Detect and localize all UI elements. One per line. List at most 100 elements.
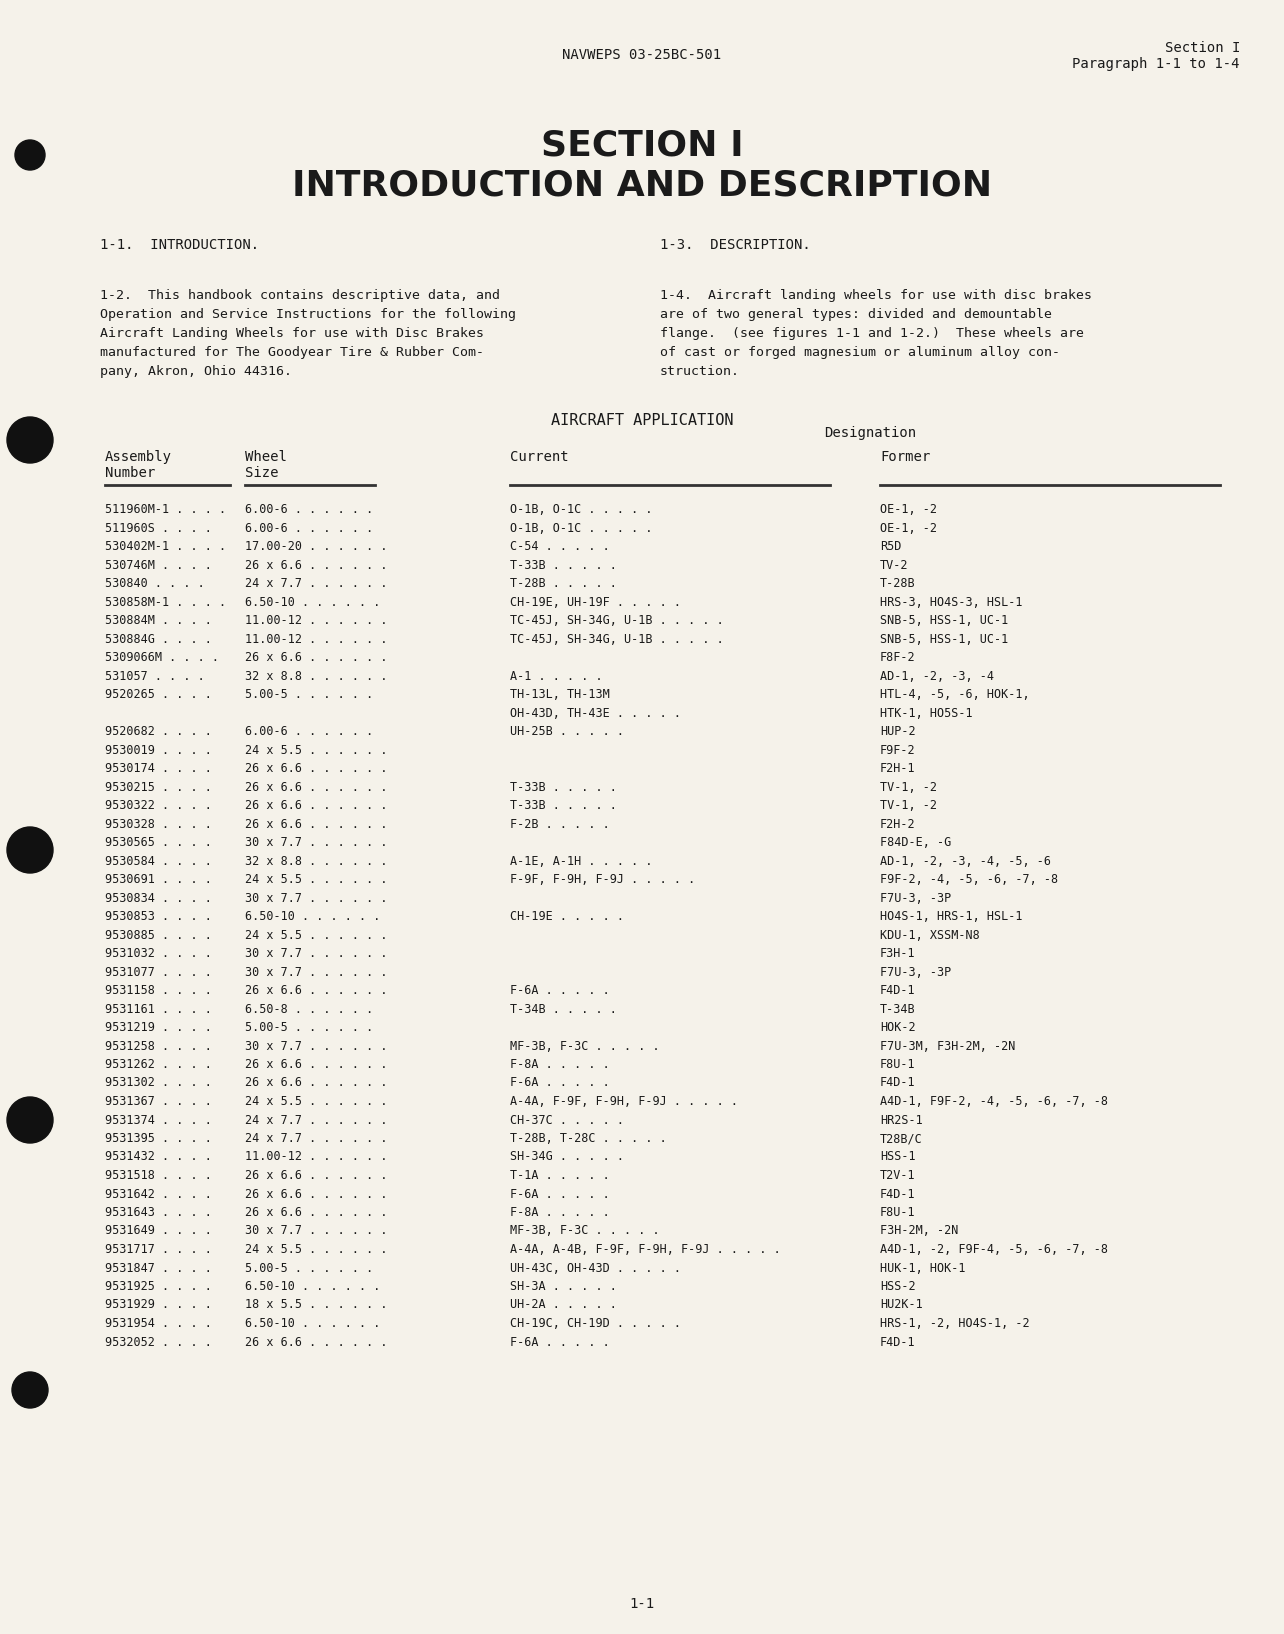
Text: Paragraph 1-1 to 1-4: Paragraph 1-1 to 1-4 <box>1072 57 1240 70</box>
Text: A4D-1, F9F-2, -4, -5, -6, -7, -8: A4D-1, F9F-2, -4, -5, -6, -7, -8 <box>880 1095 1108 1108</box>
Text: flange.  (see figures 1-1 and 1-2.)  These wheels are: flange. (see figures 1-1 and 1-2.) These… <box>660 327 1084 340</box>
Text: 9531518 . . . .: 9531518 . . . . <box>105 1168 220 1181</box>
Circle shape <box>6 827 53 873</box>
Text: 9531158 . . . .: 9531158 . . . . <box>105 984 220 997</box>
Text: 26 x 6.6 . . . . . .: 26 x 6.6 . . . . . . <box>245 1188 388 1201</box>
Text: T-34B . . . . .: T-34B . . . . . <box>510 1003 616 1015</box>
Text: T2V-1: T2V-1 <box>880 1168 915 1181</box>
Text: 6.50-8 . . . . . .: 6.50-8 . . . . . . <box>245 1003 374 1015</box>
Text: 30 x 7.7 . . . . . .: 30 x 7.7 . . . . . . <box>245 892 388 905</box>
Text: 9531077 . . . .: 9531077 . . . . <box>105 966 220 979</box>
Text: INTRODUCTION AND DESCRIPTION: INTRODUCTION AND DESCRIPTION <box>291 168 993 203</box>
Text: 24 x 7.7 . . . . . .: 24 x 7.7 . . . . . . <box>245 1132 388 1145</box>
Text: 530840 . . . .: 530840 . . . . <box>105 577 212 590</box>
Text: 24 x 7.7 . . . . . .: 24 x 7.7 . . . . . . <box>245 1113 388 1126</box>
Text: F4D-1: F4D-1 <box>880 1335 915 1348</box>
Text: 24 x 5.5 . . . . . .: 24 x 5.5 . . . . . . <box>245 928 388 941</box>
Text: F-6A . . . . .: F-6A . . . . . <box>510 1077 610 1090</box>
Text: A-1E, A-1H . . . . .: A-1E, A-1H . . . . . <box>510 855 652 868</box>
Text: 5309066M . . . .: 5309066M . . . . <box>105 650 226 663</box>
Text: HRS-3, HO4S-3, HSL-1: HRS-3, HO4S-3, HSL-1 <box>880 595 1022 608</box>
Text: UH-2A . . . . .: UH-2A . . . . . <box>510 1299 616 1312</box>
Text: T-28B, T-28C . . . . .: T-28B, T-28C . . . . . <box>510 1132 666 1145</box>
Text: A-4A, F-9F, F-9H, F-9J . . . . .: A-4A, F-9F, F-9H, F-9J . . . . . <box>510 1095 738 1108</box>
Text: 511960S . . . .: 511960S . . . . <box>105 521 220 534</box>
Text: 9531374 . . . .: 9531374 . . . . <box>105 1113 220 1126</box>
Text: R5D: R5D <box>880 539 901 552</box>
Text: F8U-1: F8U-1 <box>880 1206 915 1219</box>
Text: 24 x 5.5 . . . . . .: 24 x 5.5 . . . . . . <box>245 1243 388 1257</box>
Text: HRS-1, -2, HO4S-1, -2: HRS-1, -2, HO4S-1, -2 <box>880 1317 1030 1330</box>
Text: 5.00-5 . . . . . .: 5.00-5 . . . . . . <box>245 1261 374 1275</box>
Text: 530884G . . . .: 530884G . . . . <box>105 632 220 645</box>
Circle shape <box>12 1373 48 1409</box>
Text: OE-1, -2: OE-1, -2 <box>880 503 937 516</box>
Text: F-9F, F-9H, F-9J . . . . .: F-9F, F-9H, F-9J . . . . . <box>510 873 695 886</box>
Text: HSS-2: HSS-2 <box>880 1279 915 1292</box>
Text: F-6A . . . . .: F-6A . . . . . <box>510 1188 610 1201</box>
Text: SNB-5, HSS-1, UC-1: SNB-5, HSS-1, UC-1 <box>880 632 1008 645</box>
Text: 26 x 6.6 . . . . . .: 26 x 6.6 . . . . . . <box>245 650 388 663</box>
Text: F7U-3M, F3H-2M, -2N: F7U-3M, F3H-2M, -2N <box>880 1039 1016 1052</box>
Text: Operation and Service Instructions for the following: Operation and Service Instructions for t… <box>100 307 516 320</box>
Text: UH-43C, OH-43D . . . . .: UH-43C, OH-43D . . . . . <box>510 1261 681 1275</box>
Text: Aircraft Landing Wheels for use with Disc Brakes: Aircraft Landing Wheels for use with Dis… <box>100 327 484 340</box>
Text: Current: Current <box>510 449 569 464</box>
Text: HR2S-1: HR2S-1 <box>880 1113 923 1126</box>
Text: AD-1, -2, -3, -4: AD-1, -2, -3, -4 <box>880 670 994 683</box>
Text: 17.00-20 . . . . . .: 17.00-20 . . . . . . <box>245 539 388 552</box>
Text: 9520682 . . . .: 9520682 . . . . <box>105 725 220 739</box>
Text: F3H-1: F3H-1 <box>880 948 915 961</box>
Text: T-28B . . . . .: T-28B . . . . . <box>510 577 616 590</box>
Text: F-6A . . . . .: F-6A . . . . . <box>510 1335 610 1348</box>
Text: HTK-1, HO5S-1: HTK-1, HO5S-1 <box>880 706 972 719</box>
Text: 24 x 5.5 . . . . . .: 24 x 5.5 . . . . . . <box>245 1095 388 1108</box>
Text: 1-1.  INTRODUCTION.: 1-1. INTRODUCTION. <box>100 239 259 252</box>
Text: UH-25B . . . . .: UH-25B . . . . . <box>510 725 624 739</box>
Text: F2H-2: F2H-2 <box>880 817 915 830</box>
Text: 9531649 . . . .: 9531649 . . . . <box>105 1224 220 1237</box>
Text: F8U-1: F8U-1 <box>880 1057 915 1070</box>
Text: HU2K-1: HU2K-1 <box>880 1299 923 1312</box>
Text: of cast or forged magnesium or aluminum alloy con-: of cast or forged magnesium or aluminum … <box>660 345 1061 358</box>
Text: 6.50-10 . . . . . .: 6.50-10 . . . . . . <box>245 910 380 923</box>
Text: 9530174 . . . .: 9530174 . . . . <box>105 761 220 775</box>
Text: TH-13L, TH-13M: TH-13L, TH-13M <box>510 688 610 701</box>
Text: 9530215 . . . .: 9530215 . . . . <box>105 781 220 794</box>
Text: 531057 . . . .: 531057 . . . . <box>105 670 212 683</box>
Text: 24 x 5.5 . . . . . .: 24 x 5.5 . . . . . . <box>245 873 388 886</box>
Text: struction.: struction. <box>660 364 740 377</box>
Text: OE-1, -2: OE-1, -2 <box>880 521 937 534</box>
Text: 9532052 . . . .: 9532052 . . . . <box>105 1335 220 1348</box>
Text: 24 x 7.7 . . . . . .: 24 x 7.7 . . . . . . <box>245 577 388 590</box>
Text: 530402M-1 . . . .: 530402M-1 . . . . <box>105 539 234 552</box>
Text: CH-19C, CH-19D . . . . .: CH-19C, CH-19D . . . . . <box>510 1317 681 1330</box>
Text: pany, Akron, Ohio 44316.: pany, Akron, Ohio 44316. <box>100 364 291 377</box>
Text: TC-45J, SH-34G, U-1B . . . . .: TC-45J, SH-34G, U-1B . . . . . <box>510 632 724 645</box>
Text: 9531847 . . . .: 9531847 . . . . <box>105 1261 220 1275</box>
Text: 9530019 . . . .: 9530019 . . . . <box>105 743 220 757</box>
Text: HUP-2: HUP-2 <box>880 725 915 739</box>
Text: Former: Former <box>880 449 930 464</box>
Text: F-8A . . . . .: F-8A . . . . . <box>510 1206 610 1219</box>
Text: T-33B . . . . .: T-33B . . . . . <box>510 559 616 572</box>
Text: 26 x 6.6 . . . . . .: 26 x 6.6 . . . . . . <box>245 799 388 812</box>
Text: 26 x 6.6 . . . . . .: 26 x 6.6 . . . . . . <box>245 1057 388 1070</box>
Text: 18 x 5.5 . . . . . .: 18 x 5.5 . . . . . . <box>245 1299 388 1312</box>
Text: 6.00-6 . . . . . .: 6.00-6 . . . . . . <box>245 503 374 516</box>
Text: NAVWEPS 03-25BC-501: NAVWEPS 03-25BC-501 <box>562 47 722 62</box>
Text: 1-3.  DESCRIPTION.: 1-3. DESCRIPTION. <box>660 239 810 252</box>
Text: 6.50-10 . . . . . .: 6.50-10 . . . . . . <box>245 595 380 608</box>
Text: 9530328 . . . .: 9530328 . . . . <box>105 817 220 830</box>
Circle shape <box>6 1096 53 1144</box>
Text: T-1A . . . . .: T-1A . . . . . <box>510 1168 610 1181</box>
Text: OH-43D, TH-43E . . . . .: OH-43D, TH-43E . . . . . <box>510 706 681 719</box>
Text: SH-34G . . . . .: SH-34G . . . . . <box>510 1150 624 1163</box>
Text: F3H-2M, -2N: F3H-2M, -2N <box>880 1224 958 1237</box>
Text: HTL-4, -5, -6, HOK-1,: HTL-4, -5, -6, HOK-1, <box>880 688 1030 701</box>
Text: KDU-1, XSSM-N8: KDU-1, XSSM-N8 <box>880 928 980 941</box>
Text: HUK-1, HOK-1: HUK-1, HOK-1 <box>880 1261 966 1275</box>
Text: 5.00-5 . . . . . .: 5.00-5 . . . . . . <box>245 688 374 701</box>
Text: SH-3A . . . . .: SH-3A . . . . . <box>510 1279 616 1292</box>
Text: Number: Number <box>105 466 155 480</box>
